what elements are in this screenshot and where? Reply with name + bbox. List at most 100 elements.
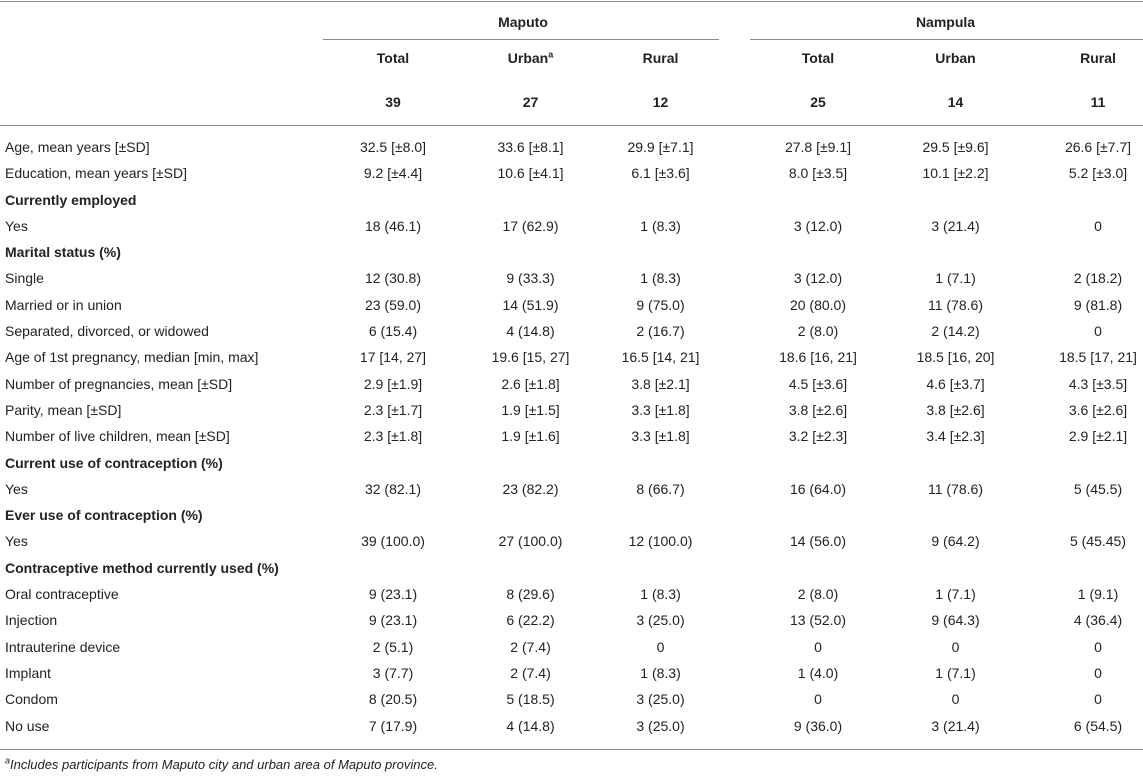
- row-label: Education, mean years [±SD]: [5, 165, 187, 182]
- table-cell: 6.1 [±3.6]: [631, 165, 690, 182]
- table-cell: 5.2 [±3.0]: [1068, 165, 1128, 182]
- col-header-maputo-total: Total: [376, 50, 410, 66]
- table-cell: 3 (25.0): [636, 612, 685, 629]
- count-maputo-rural: 12: [652, 94, 669, 110]
- table-cell: 5 (18.5): [506, 691, 555, 708]
- table-cell: 2.3 [±1.7]: [363, 401, 423, 418]
- table-row: Yes 32 (82.1) 23 (82.2) 8 (66.7) 16 (64.0) 11…: [0, 476, 1143, 502]
- table-cell: 0: [1094, 217, 1102, 234]
- table-cell: 2.6 [±1.8]: [501, 375, 560, 392]
- table-cell: 23 (82.2): [502, 480, 559, 497]
- row-label: Age, mean years [±SD]: [5, 139, 150, 155]
- row-label: No use: [5, 717, 50, 734]
- table-cell: 1 (7.1): [935, 664, 976, 681]
- table-cell: 2 (18.2): [1073, 270, 1123, 287]
- table-cell: 32.5 [±8.0]: [359, 139, 427, 155]
- table-cell: 4 (14.8): [506, 717, 555, 734]
- table-cell: 3.3 [±1.8]: [631, 428, 690, 445]
- table-cell: 8 (66.7): [636, 480, 685, 497]
- table-cell: 0: [814, 691, 822, 708]
- footnote-text: Includes participants from Maputo city a…: [10, 757, 438, 772]
- table-cell: 2 (8.0): [797, 586, 839, 603]
- row-label: Implant: [5, 664, 51, 681]
- table-row: Age, mean years [±SD] 32.5 [±8.0] 33.6 [±8…: [0, 134, 1143, 160]
- table-cell: 1.9 [±1.6]: [501, 428, 560, 445]
- section-header-row: Current use of contraception (%): [0, 450, 1143, 476]
- table-cell: 2.9 [±1.9]: [363, 375, 423, 392]
- table-cell: 9 (23.1): [368, 586, 418, 603]
- table-cell: 2 (7.4): [510, 664, 551, 681]
- table-cell: 2.3 [±1.8]: [363, 428, 423, 445]
- table-row: Number of pregnancies, mean [±SD] 2.9 [±1…: [0, 371, 1143, 397]
- table-cell: 26.6 [±7.7]: [1064, 139, 1132, 155]
- table-cell: 9 (36.0): [793, 717, 843, 734]
- row-label: Separated, divorced, or widowed: [5, 323, 209, 340]
- table-cell: 4.6 [±3.7]: [926, 375, 985, 392]
- row-label: Current use of contraception (%): [5, 454, 223, 471]
- row-label: Injection: [5, 612, 58, 629]
- table-cell: 29.9 [±7.1]: [627, 139, 694, 155]
- table-cell: 6 (15.4): [368, 323, 418, 340]
- table-cell: 0: [1094, 323, 1102, 340]
- table-cell: 27 (100.0): [498, 533, 563, 550]
- table-cell: 29.5 [±9.6]: [922, 139, 989, 155]
- table-cell: 9 (64.3): [931, 612, 980, 629]
- table-cell: 2 (14.2): [931, 323, 980, 340]
- table-cell: 4 (14.8): [506, 323, 555, 340]
- table-cell: 3 (7.7): [372, 664, 414, 681]
- header-bottom-rule: [0, 125, 1143, 126]
- row-label: Married or in union: [5, 296, 122, 313]
- table-cell: 1 (8.3): [640, 217, 681, 234]
- table-cell: 17 [14, 27]: [359, 349, 427, 366]
- table-cell: 3.8 [±2.6]: [788, 401, 848, 418]
- table-cell: 1.9 [±1.5]: [501, 401, 560, 418]
- table-cell: 4 (36.4): [1073, 612, 1123, 629]
- table-cell: 4.5 [±3.6]: [788, 375, 848, 392]
- table-cell: 18 (46.1): [364, 217, 422, 234]
- table-row: Yes 39 (100.0) 27 (100.0) 12 (100.0) 14 (56.…: [0, 528, 1143, 554]
- row-label: Currently employed: [5, 191, 137, 208]
- section-header-row: Contraceptive method currently used (%): [0, 555, 1143, 581]
- table-cell: 20 (80.0): [789, 296, 847, 313]
- table-cell: 0: [1094, 691, 1102, 708]
- table-cell: 12 (100.0): [628, 533, 693, 550]
- table-cell: 1 (7.1): [935, 270, 976, 287]
- table-cell: 8 (29.6): [506, 586, 555, 603]
- row-label: Yes: [5, 480, 28, 497]
- table-cell: 39 (100.0): [361, 533, 425, 550]
- table-cell: 6 (22.2): [506, 612, 555, 629]
- table-row: Separated, divorced, or widowed 6 (15.4) 4…: [0, 318, 1143, 344]
- row-label: Condom: [5, 691, 58, 708]
- region-rule-maputo: [323, 39, 719, 40]
- table-cell: 33.6 [±8.1]: [497, 139, 564, 155]
- table-row: Number of live children, mean [±SD] 2.3 […: [0, 423, 1143, 449]
- table-cell: 1 (8.3): [640, 586, 681, 603]
- table-cell: 1 (4.0): [797, 664, 839, 681]
- table-cell: 9 (33.3): [506, 270, 555, 287]
- table-row: Parity, mean [±SD] 2.3 [±1.7] 1.9 [±1.5] 3.…: [0, 397, 1143, 423]
- col-header-nampula-rural: Rural: [1080, 50, 1116, 66]
- table-row: Condom 8 (20.5) 5 (18.5) 3 (25.0) 0 0 0: [0, 686, 1143, 712]
- region-rule-nampula: [750, 39, 1143, 40]
- table-cell: 8.0 [±3.5]: [788, 165, 848, 182]
- table-cell: 1 (8.3): [640, 270, 681, 287]
- table-cell: 3.8 [±2.1]: [631, 375, 690, 392]
- row-label: Parity, mean [±SD]: [5, 401, 122, 418]
- table-cell: 18.6 [16, 21]: [779, 349, 857, 366]
- row-label: Yes: [5, 533, 28, 550]
- table-row: No use 7 (17.9) 4 (14.8) 3 (25.0) 9 (36.0) 3 …: [0, 713, 1143, 739]
- table-cell: 0: [1094, 664, 1102, 681]
- table-cell: 18.5 [17, 21]: [1059, 349, 1137, 366]
- table-cell: 2 (5.1): [372, 638, 414, 655]
- table-row: Oral contraceptive 9 (23.1) 8 (29.6) 1 (8.3…: [0, 581, 1143, 607]
- table-cell: 6 (54.5): [1073, 717, 1123, 734]
- col-header-nampula-urban: Urban: [935, 50, 976, 66]
- table-cell: 9 (75.0): [636, 296, 685, 313]
- table-cell: 0: [814, 638, 822, 655]
- table-cell: 13 (52.0): [789, 612, 847, 629]
- table-bottom-rule: [0, 749, 1143, 750]
- count-nampula-rural: 11: [1090, 94, 1106, 110]
- table-body: Age, mean years [±SD] 32.5 [±8.0] 33.6 [±8…: [0, 134, 1143, 739]
- table-row: Married or in union 23 (59.0) 14 (51.9) 9 (…: [0, 292, 1143, 318]
- table-row: Implant 3 (7.7) 2 (7.4) 1 (8.3) 1 (4.0) 1 (7.…: [0, 660, 1143, 686]
